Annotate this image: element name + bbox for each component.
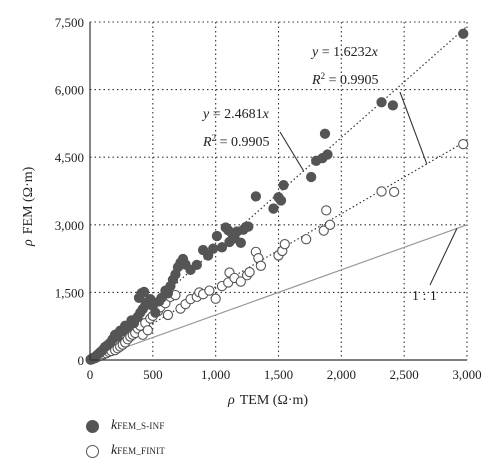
point-s-inf	[376, 97, 387, 108]
x-tick-label: 1,000	[201, 367, 230, 382]
y-tick-label: 7,500	[55, 15, 84, 30]
point-s-inf	[268, 203, 279, 214]
point-s-inf	[278, 179, 289, 191]
point-finit	[244, 266, 255, 278]
leader-upper-fit	[399, 91, 428, 165]
point-finit	[279, 239, 290, 250]
point-finit	[388, 186, 400, 198]
point-s-inf	[208, 243, 219, 254]
point-s-inf	[138, 286, 150, 298]
y-tick-label: 6,000	[55, 83, 84, 98]
point-s-inf	[191, 259, 202, 271]
point-finit	[318, 225, 329, 236]
point-finit	[204, 285, 215, 296]
point-s-inf	[250, 191, 262, 202]
legend-subscript-s-inf: FEM_S-INF	[117, 421, 165, 431]
trend-line-0	[89, 140, 468, 361]
point-s-inf	[211, 230, 223, 242]
point-s-inf	[306, 171, 317, 183]
point-s-inf	[243, 221, 254, 232]
point-finit	[142, 325, 153, 336]
y-tick-label: 4,500	[55, 150, 84, 165]
point-s-inf	[319, 128, 331, 139]
point-finit	[235, 276, 246, 287]
data-points	[85, 28, 469, 365]
fit-equation-lower: y = 2.4681x	[201, 107, 270, 122]
x-axis-title: ρ TEM (Ω·m)	[227, 393, 308, 408]
legend-item-s-inf: k FEM_S-INF	[86, 418, 165, 434]
leader-reference	[429, 228, 458, 286]
point-finit	[324, 219, 336, 230]
x-tick-label: 1,500	[264, 367, 293, 382]
point-s-inf	[458, 28, 469, 39]
legend-filled-circle-icon	[86, 419, 99, 433]
reference-line-1-to-1	[89, 224, 468, 361]
point-finit	[210, 293, 221, 304]
point-s-inf	[216, 242, 228, 253]
point-finit	[376, 186, 387, 197]
legend-item-finit: k FEM_FINIT	[86, 443, 165, 459]
x-tick-label: 3,000	[452, 367, 481, 382]
tick-labels: 0 500 1,000 1,500 2,000 2,500 3,000 0 1,500 3,000…	[55, 15, 482, 382]
fit-r2-upper: R2 = 0.9905	[311, 71, 378, 88]
legend-hollow-circle-icon	[86, 444, 99, 458]
point-finit	[321, 205, 332, 216]
legend-subscript-finit: FEM_FINIT	[117, 446, 166, 456]
leader-lower-fit	[279, 131, 305, 172]
legend-symbol-s-inf: k	[111, 418, 118, 433]
x-tick-label: 2,000	[327, 367, 356, 382]
point-s-inf	[150, 307, 161, 318]
x-tick-label: 2,500	[390, 367, 419, 382]
reference-line-label: 1 : 1	[412, 289, 437, 304]
point-s-inf	[387, 100, 399, 111]
point-finit	[300, 234, 312, 245]
point-finit	[458, 138, 469, 150]
y-tick-label: 0	[78, 353, 85, 368]
y-axis-title: ρFEM (Ω·m)	[21, 166, 36, 247]
y-tick-label: 3,000	[55, 218, 84, 233]
point-s-inf	[275, 195, 287, 206]
point-finit	[255, 260, 267, 271]
point-s-inf	[235, 237, 246, 248]
legend-symbol-finit: k	[111, 443, 118, 458]
point-s-inf	[202, 250, 214, 261]
axes	[89, 22, 467, 361]
x-tick-label: 0	[87, 367, 94, 382]
fit-equation-upper: y = 1.6232x	[310, 45, 379, 60]
fit-lines	[89, 25, 468, 361]
y-tick-label: 1,500	[55, 285, 84, 300]
point-s-inf	[322, 149, 333, 160]
x-tick-label: 500	[143, 367, 163, 382]
fit-r2-lower: R2 = 0.9905	[202, 133, 269, 150]
annotation-leaders	[279, 91, 458, 286]
point-finit	[162, 309, 174, 321]
